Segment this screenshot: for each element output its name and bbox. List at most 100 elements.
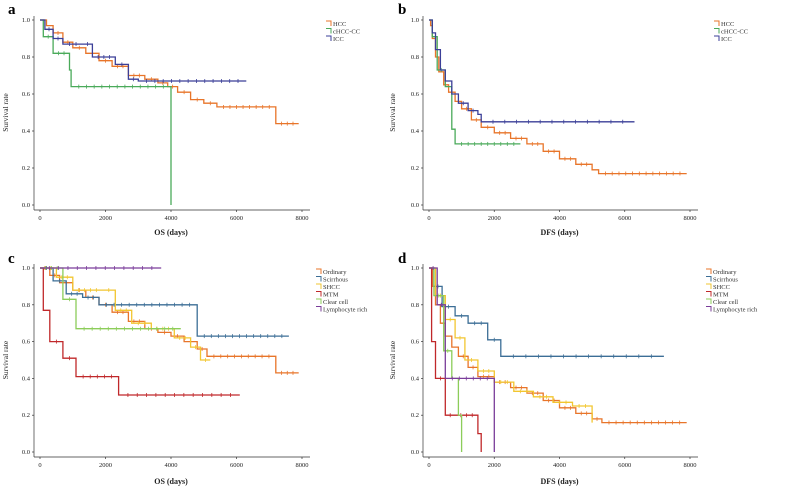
legend-label: HCC <box>721 21 734 28</box>
legend-label: HCC <box>333 21 346 28</box>
x-tick-label: 8000 <box>296 462 309 469</box>
legend-label: SHCC <box>713 284 730 291</box>
panel-d: d 0.0 0.2 0.4 0.6 0.8 1.0 0 2000 4000 6000 8000 DFS … <box>388 251 758 486</box>
series-line-ordinary <box>429 267 687 424</box>
y-axis-title: Survival rate <box>1 340 10 379</box>
y-tick-label: 0.0 <box>411 449 419 456</box>
x-axis-title: DFS (days) <box>540 477 578 486</box>
x-tick-label: 2000 <box>99 462 112 469</box>
y-tick-label: 1.0 <box>411 265 419 272</box>
panel-letter: c <box>8 251 15 267</box>
x-tick-label: 6000 <box>230 215 243 222</box>
x-tick-label: 2000 <box>488 462 501 469</box>
x-tick-label: 6000 <box>618 215 631 222</box>
y-tick-label: 0.2 <box>411 165 419 172</box>
x-tick-label: 6000 <box>230 462 243 469</box>
panel-letter: d <box>398 251 407 267</box>
legend-label: ICC <box>333 36 344 43</box>
legend-swatch <box>714 28 720 34</box>
legend-swatch <box>706 291 712 297</box>
series-line-mtm <box>40 267 240 396</box>
legend-label: SHCC <box>323 284 340 291</box>
legend-swatch <box>316 306 322 312</box>
legend-label: Lymphocyte rich <box>323 307 368 314</box>
legend-label: MTM <box>713 292 729 299</box>
y-axis-title: Survival rate <box>388 340 397 379</box>
legend-swatch <box>706 298 712 304</box>
y-tick-label: 0.2 <box>411 412 419 419</box>
x-tick-label: 2000 <box>488 215 501 222</box>
y-tick-label: 0.6 <box>411 91 420 98</box>
y-tick-label: 0.4 <box>411 375 420 382</box>
legend-swatch <box>714 35 720 41</box>
legend-swatch <box>316 298 322 304</box>
y-tick-label: 0.8 <box>22 54 30 61</box>
x-tick-label: 4000 <box>553 462 566 469</box>
legend-swatch <box>714 20 720 26</box>
y-tick-label: 0.8 <box>22 302 30 309</box>
x-tick-label: 8000 <box>684 215 697 222</box>
series-line-hcc <box>429 19 687 175</box>
y-tick-label: 0.0 <box>22 449 30 456</box>
y-tick-label: 0.4 <box>22 375 31 382</box>
legend-swatch <box>326 20 332 26</box>
legend-label: cHCC-CC <box>721 29 748 36</box>
y-tick-label: 0.2 <box>22 165 30 172</box>
y-tick-label: 0.6 <box>411 339 420 346</box>
x-tick-label: 0 <box>38 462 41 469</box>
y-tick-label: 1.0 <box>411 17 419 24</box>
legend-label: cHCC-CC <box>333 29 360 36</box>
legend-swatch <box>316 276 322 282</box>
y-tick-label: 1.0 <box>22 17 30 24</box>
series-line-icc <box>429 19 635 123</box>
legend-label: ICC <box>721 36 732 43</box>
x-tick-label: 0 <box>38 215 41 222</box>
legend-label: MTM <box>323 292 339 299</box>
y-tick-label: 0.8 <box>411 302 419 309</box>
y-tick-label: 0.2 <box>22 412 30 419</box>
y-tick-label: 0.4 <box>411 128 420 135</box>
series-line-lymphocyte-rich <box>429 267 495 452</box>
series-line-icc <box>40 19 247 82</box>
y-tick-label: 0.0 <box>22 202 30 209</box>
x-tick-label: 0 <box>427 215 430 222</box>
legend-swatch <box>706 276 712 282</box>
legend-label: Scirrhous <box>323 277 348 284</box>
series-line-ordinary <box>40 267 299 374</box>
y-tick-label: 0.6 <box>22 91 31 98</box>
x-axis-title: DFS (days) <box>540 228 578 237</box>
x-tick-label: 0 <box>427 462 430 469</box>
x-tick-label: 4000 <box>553 215 566 222</box>
panel-a: a 0.0 0.2 0.4 0.6 0.8 1.0 0 2000 4000 6000 8000 OS (… <box>1 2 360 237</box>
series-line-scirrhous <box>429 267 664 357</box>
panel-c: c 0.0 0.2 0.4 0.6 0.8 1.0 0 2000 4000 6000 8000 OS (… <box>1 251 368 486</box>
x-tick-label: 8000 <box>684 462 697 469</box>
legend-label: Ordinary <box>323 269 347 276</box>
panel-letter: b <box>398 2 406 18</box>
x-axis-title: OS (days) <box>154 228 188 237</box>
y-tick-label: 0.4 <box>22 128 31 135</box>
legend-label: Lymphocyte rich <box>713 307 758 314</box>
x-tick-label: 8000 <box>296 215 309 222</box>
series-line-mtm <box>429 267 482 452</box>
panel-letter: a <box>8 2 16 18</box>
y-axis-title: Survival rate <box>1 93 10 132</box>
series-line-shcc <box>429 267 593 423</box>
legend-swatch <box>706 306 712 312</box>
panel-b: b 0.0 0.2 0.4 0.6 0.8 1.0 0 2000 4000 6000 8000 DFS … <box>388 2 748 237</box>
x-tick-label: 6000 <box>618 462 631 469</box>
series-line-shcc <box>40 267 211 361</box>
legend-label: Ordinary <box>713 269 737 276</box>
x-tick-label: 4000 <box>165 462 178 469</box>
y-tick-label: 0.0 <box>411 202 419 209</box>
legend-label: Scirrhous <box>713 277 738 284</box>
x-axis-title: OS (days) <box>154 477 188 486</box>
series-line-hcc <box>40 19 299 125</box>
series-line-clear-cell <box>429 267 463 452</box>
legend-swatch <box>326 28 332 34</box>
